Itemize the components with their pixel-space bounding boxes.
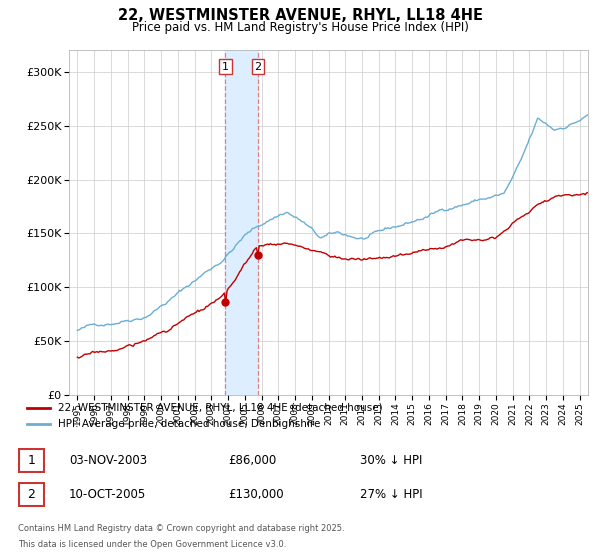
Text: 22, WESTMINSTER AVENUE, RHYL, LL18 4HE (detached house): 22, WESTMINSTER AVENUE, RHYL, LL18 4HE (… (59, 403, 383, 413)
Text: HPI: Average price, detached house, Denbighshire: HPI: Average price, detached house, Denb… (59, 419, 321, 429)
Text: 27% ↓ HPI: 27% ↓ HPI (360, 488, 422, 501)
Text: Price paid vs. HM Land Registry's House Price Index (HPI): Price paid vs. HM Land Registry's House … (131, 21, 469, 34)
Bar (226, 50, 258, 395)
Text: Contains HM Land Registry data © Crown copyright and database right 2025.: Contains HM Land Registry data © Crown c… (18, 524, 344, 533)
Text: 10-OCT-2005: 10-OCT-2005 (69, 488, 146, 501)
Text: 2: 2 (28, 488, 35, 501)
Text: 2: 2 (254, 62, 262, 72)
Text: 22, WESTMINSTER AVENUE, RHYL, LL18 4HE: 22, WESTMINSTER AVENUE, RHYL, LL18 4HE (118, 8, 482, 24)
Text: This data is licensed under the Open Government Licence v3.0.: This data is licensed under the Open Gov… (18, 540, 286, 549)
Text: 03-NOV-2003: 03-NOV-2003 (69, 454, 147, 468)
FancyBboxPatch shape (19, 449, 44, 472)
Text: £130,000: £130,000 (228, 488, 284, 501)
Text: 1: 1 (28, 454, 35, 467)
Text: 30% ↓ HPI: 30% ↓ HPI (360, 454, 422, 468)
Text: 1: 1 (222, 62, 229, 72)
FancyBboxPatch shape (19, 483, 44, 506)
Text: £86,000: £86,000 (228, 454, 276, 468)
